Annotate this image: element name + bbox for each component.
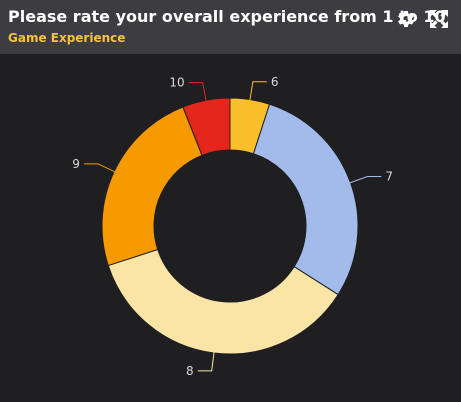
widget-header: Please rate your overall experience from… <box>0 0 461 54</box>
slice-label-10: 10 <box>169 76 184 90</box>
slice-label-6: 6 <box>271 75 279 89</box>
slice-10[interactable] <box>182 97 231 156</box>
leader-line-7 <box>349 176 382 184</box>
donut-chart: 6 7 8 9 10 <box>72 75 393 378</box>
settings-button[interactable] <box>395 8 417 30</box>
slice-label-8: 8 <box>186 364 194 378</box>
expand-icon <box>430 10 448 28</box>
leader-line-8 <box>197 351 215 372</box>
expand-button[interactable] <box>428 8 450 30</box>
slice-8[interactable] <box>107 248 339 355</box>
gear-icon <box>398 10 414 27</box>
leader-line-10 <box>188 82 207 102</box>
slice-9[interactable] <box>101 106 203 267</box>
widget-title: Please rate your overall experience from… <box>8 7 446 26</box>
leader-line-9 <box>83 163 116 173</box>
widget-subtitle: Game Experience <box>8 31 126 45</box>
leader-line-6 <box>249 81 267 101</box>
slice-label-7: 7 <box>385 170 393 184</box>
slice-7[interactable] <box>252 103 359 296</box>
slice-label-9: 9 <box>72 157 80 171</box>
